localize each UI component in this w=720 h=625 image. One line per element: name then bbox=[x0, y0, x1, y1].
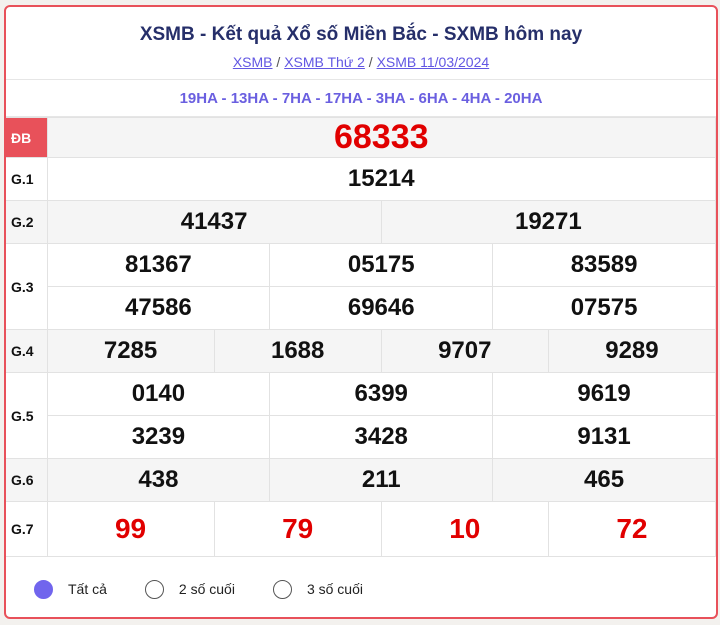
prize-number: 72 bbox=[547, 501, 716, 557]
prize-number: 07575 bbox=[492, 286, 716, 330]
radio-selected-icon[interactable] bbox=[34, 579, 53, 599]
prize-number: 9131 bbox=[492, 415, 716, 459]
row-db: ĐB 68333 bbox=[6, 117, 716, 158]
row-g2: G.2 41437 19271 bbox=[6, 200, 716, 244]
breadcrumb-xsmb[interactable]: XSMB bbox=[232, 54, 273, 70]
breadcrumb-weekday[interactable]: XSMB Thứ 2 bbox=[284, 54, 365, 70]
prize-number: 81367 bbox=[46, 243, 271, 287]
breadcrumb: XSMB / XSMB Thứ 2 / XSMB 11/03/2024 bbox=[6, 54, 716, 70]
prize-number: 0140 bbox=[46, 372, 271, 416]
filter-label: 2 số cuối bbox=[178, 581, 235, 597]
page-title: XSMB - Kết quả Xổ số Miền Bắc - SXMB hôm… bbox=[139, 24, 583, 45]
prize-number: 69646 bbox=[269, 286, 494, 330]
row-g1: G.1 15214 bbox=[6, 157, 716, 201]
prize-number: 1688 bbox=[213, 329, 382, 373]
filter-label: 3 số cuối bbox=[306, 581, 363, 597]
filter-last-3[interactable]: 3 số cuối bbox=[272, 579, 363, 599]
prize-number: 41437 bbox=[46, 200, 382, 244]
row-g5: G.5 0140 6399 9619 bbox=[6, 372, 716, 459]
prize-number: 19271 bbox=[380, 200, 716, 244]
prize-number: 83589 bbox=[492, 243, 716, 287]
prize-number: 47586 bbox=[46, 286, 271, 330]
prize-number: 465 bbox=[492, 458, 716, 502]
prize-number: 99 bbox=[46, 501, 215, 557]
prize-number: 211 bbox=[269, 458, 494, 502]
breadcrumb-date[interactable]: XSMB 11/03/2024 bbox=[376, 54, 490, 70]
row-g3: G.3 81367 05175 83589 bbox=[6, 243, 716, 330]
row-g3: 47586 69646 07575 bbox=[6, 286, 716, 330]
row-g5: 3239 3428 9131 bbox=[6, 415, 716, 459]
results-table: ĐB 68333 G.1 15214 G.2 41437 19271 G.3 8… bbox=[6, 117, 716, 557]
row-g4: G.4 7285 1688 9707 9289 bbox=[6, 329, 716, 373]
prize-number: 7285 bbox=[46, 329, 215, 373]
prize-number: 3428 bbox=[269, 415, 494, 459]
prize-label: G.2 bbox=[6, 200, 48, 244]
prize-number: 79 bbox=[213, 501, 382, 557]
filter-all[interactable]: Tất cả bbox=[34, 579, 107, 599]
filter-label: Tất cả bbox=[68, 581, 107, 597]
prize-label: ĐB bbox=[6, 117, 48, 158]
prize-label: G.3 bbox=[6, 243, 48, 330]
radio-icon[interactable] bbox=[272, 579, 292, 599]
digit-filter: Tất cả 2 số cuối 3 số cuối bbox=[6, 557, 716, 617]
special-codes: 19HA - 13HA - 7HA - 17HA - 3HA - 6HA - 4… bbox=[6, 80, 716, 117]
prize-number: 10 bbox=[380, 501, 549, 557]
row-g6: G.6 438 211 465 bbox=[6, 458, 716, 502]
prize-number: 3239 bbox=[46, 415, 271, 459]
prize-number: 6399 bbox=[269, 372, 494, 416]
prize-number: 15214 bbox=[46, 157, 716, 201]
special-prize: 68333 bbox=[46, 117, 716, 158]
prize-number: 438 bbox=[46, 458, 271, 502]
row-g7: G.7 99 79 10 72 bbox=[6, 501, 716, 557]
radio-icon[interactable] bbox=[144, 579, 164, 599]
prize-number: 9707 bbox=[380, 329, 549, 373]
header: XSMB - Kết quả Xổ số Miền Bắc - SXMB hôm… bbox=[6, 7, 716, 80]
prize-number: 05175 bbox=[269, 243, 494, 287]
prize-label: G.5 bbox=[6, 372, 48, 459]
breadcrumb-sep: / bbox=[368, 54, 373, 70]
results-panel: XSMB - Kết quả Xổ số Miền Bắc - SXMB hôm… bbox=[4, 5, 718, 619]
prize-label: G.4 bbox=[6, 329, 48, 373]
prize-number: 9619 bbox=[492, 372, 716, 416]
filter-last-2[interactable]: 2 số cuối bbox=[144, 579, 235, 599]
prize-label: G.6 bbox=[6, 458, 48, 502]
prize-label: G.1 bbox=[6, 157, 48, 201]
prize-number: 9289 bbox=[547, 329, 716, 373]
breadcrumb-sep: / bbox=[276, 54, 281, 70]
prize-label: G.7 bbox=[6, 501, 48, 557]
